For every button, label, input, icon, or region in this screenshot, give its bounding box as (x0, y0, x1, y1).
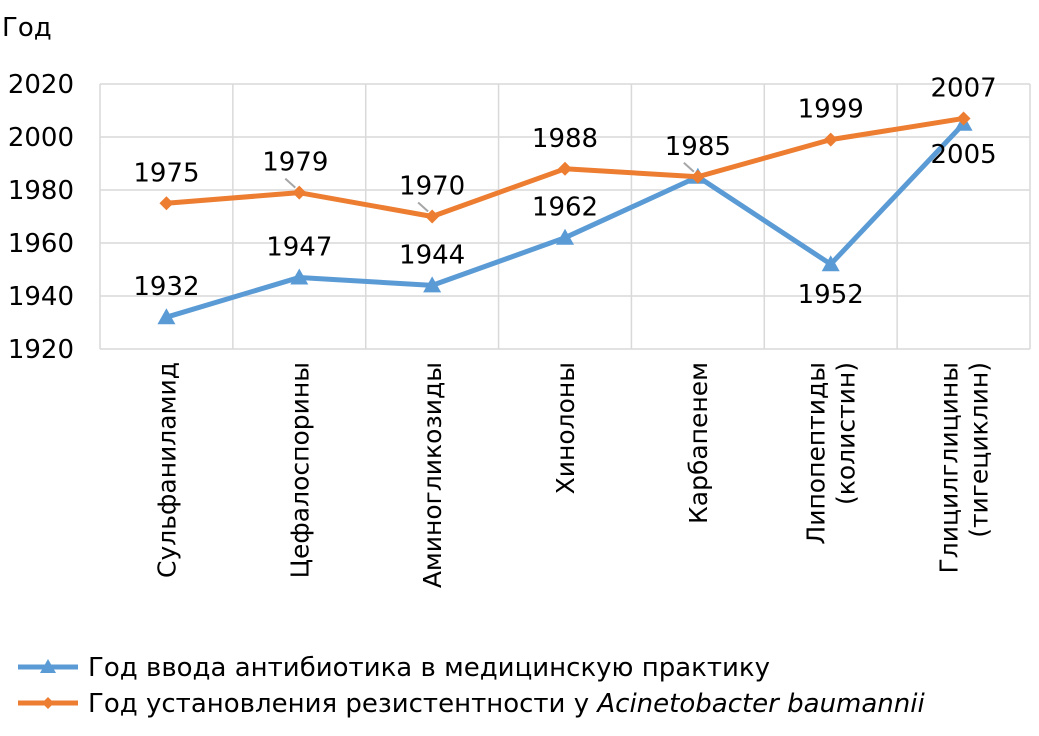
series-1-point (823, 132, 838, 147)
series-0-point (290, 268, 309, 285)
x-category-text: Сульфаниламид (152, 362, 181, 578)
legend-label-resistance-species: Acinetobacter baumannii (595, 689, 925, 719)
label-leader-line (683, 162, 695, 173)
series-1-point (956, 111, 971, 126)
y-tick-label: 1980 (8, 176, 74, 206)
data-label: 2007 (930, 73, 996, 103)
legend-label-resistance: Год установления резистентности у Acinet… (88, 689, 925, 719)
gridlines (99, 83, 1031, 350)
x-category-text: Липопептиды (802, 362, 831, 545)
y-tick-label: 2000 (8, 123, 74, 153)
series-1-point (558, 161, 572, 176)
x-category-text: Глицилглицины (935, 362, 964, 573)
label-leader-line (417, 201, 429, 213)
x-category-text: Цефалоспорины (285, 362, 314, 578)
data-label: 1944 (399, 240, 465, 270)
data-label: 1962 (532, 193, 598, 223)
series-1-point (425, 209, 440, 224)
data-label: 1999 (798, 95, 864, 125)
y-tick-label: 1960 (8, 229, 74, 259)
y-axis-ticks: 1920 1940 1960 1980 2000 2020 (8, 70, 74, 365)
series-0-point (556, 228, 574, 245)
series-1-point (159, 196, 174, 211)
data-labels: 1932 1947 1944 1962 1952 2005 1975 1979 1970 1988… (133, 73, 996, 310)
legend: Год ввода антибиотика в медицинскую прак… (18, 653, 925, 719)
x-category-label: Цефалоспорины (285, 362, 314, 578)
data-label: 1985 (665, 132, 731, 162)
x-axis-categories: Сульфаниламид Цефалоспорины Аминогликозиды… (152, 362, 993, 588)
x-category-text: Карбапенем (684, 362, 713, 524)
series-1-point (292, 185, 307, 200)
legend-marker-resistance (42, 697, 54, 709)
x-category-label: Аминогликозиды (418, 362, 447, 588)
x-category-label: Карбапенем (684, 362, 713, 524)
x-category-label: Сульфаниламид (152, 362, 181, 578)
y-axis-title: Год (2, 13, 52, 43)
data-label: 2005 (930, 140, 996, 170)
series-0-point (821, 255, 840, 272)
y-tick-label: 2020 (8, 70, 74, 100)
series-1-point (690, 169, 705, 184)
data-label: 1932 (133, 272, 199, 302)
x-category-label: Глицилглицины (тигециклин) (935, 362, 994, 573)
legend-marker-introduction (40, 659, 56, 673)
x-category-text: (колистин) (832, 362, 861, 505)
x-category-label: Липопептиды (колистин) (802, 362, 861, 545)
series-0-point (423, 276, 442, 293)
x-category-text: Аминогликозиды (418, 362, 447, 588)
legend-label-resistance-prefix: Год установления резистентности у (88, 689, 597, 719)
x-category-label: Хинолоны (551, 362, 580, 494)
y-tick-label: 1940 (8, 282, 74, 312)
label-leader-line (284, 177, 296, 189)
x-category-text: Хинолоны (551, 362, 580, 494)
data-label: 1952 (798, 280, 864, 310)
data-label: 1975 (133, 158, 199, 188)
legend-label-introduction: Год ввода антибиотика в медицинскую прак… (88, 653, 770, 683)
y-tick-label: 1920 (8, 335, 74, 365)
x-category-text: (тигециклин) (965, 362, 994, 538)
data-label: 1988 (532, 124, 598, 154)
data-label: 1947 (266, 232, 332, 262)
data-label: 1970 (399, 172, 465, 202)
series-0-point (157, 308, 176, 325)
data-label: 1979 (262, 148, 328, 178)
series-group (157, 111, 973, 325)
